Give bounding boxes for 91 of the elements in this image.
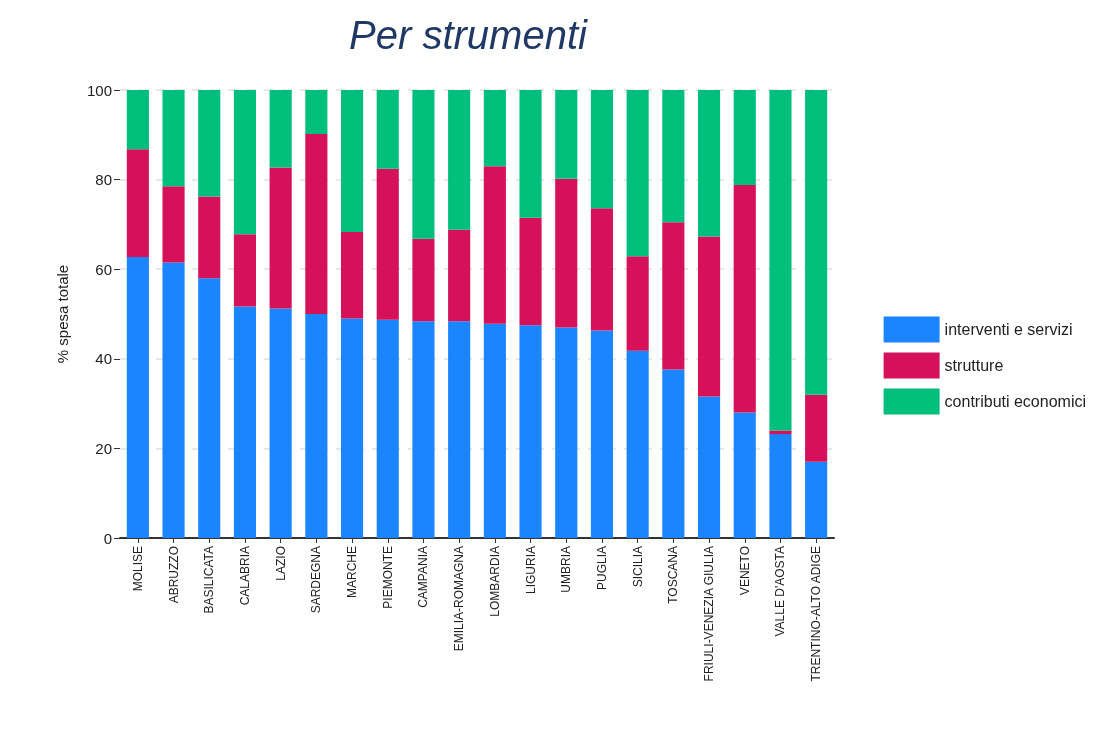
bar [769, 90, 792, 431]
bar [555, 178, 578, 328]
bar [340, 232, 364, 319]
x-tick-label: PIEMONTE [380, 546, 395, 609]
bar [233, 306, 257, 538]
x-tick-label: LOMBARDIA [487, 546, 502, 617]
bar [626, 90, 649, 257]
bar [805, 90, 828, 395]
chart-title: Per strumenti [349, 13, 589, 57]
bar [519, 90, 542, 218]
bar [198, 278, 221, 538]
bar [662, 90, 685, 223]
bar [626, 256, 649, 351]
bar [448, 321, 471, 538]
bar [269, 167, 292, 309]
bar [376, 319, 399, 538]
y-tick-label: 40 [95, 350, 112, 368]
bar [162, 262, 185, 538]
bar [697, 236, 721, 397]
legend-label: strutture [944, 357, 1004, 374]
bar [126, 257, 149, 538]
bar [126, 90, 149, 150]
x-tick-label: TRENTINO-ALTO ADIGE [809, 546, 824, 682]
bar [733, 90, 756, 185]
x-tick-label: CAMPANIA [416, 546, 431, 608]
bar [662, 222, 685, 370]
bar [448, 90, 471, 230]
x-tick-label: ABRUZZO [166, 546, 181, 604]
bar [483, 323, 506, 538]
x-tick-label: CALABRIA [237, 546, 252, 606]
bar [162, 90, 185, 187]
y-tick-label: 80 [95, 171, 112, 189]
bar [805, 394, 828, 462]
bar [269, 90, 292, 168]
x-tick-label: FRIULI-VENEZIA GIULIA [702, 546, 717, 682]
bar [198, 196, 221, 279]
x-tick-label: LIGURIA [523, 546, 538, 595]
bar [198, 90, 221, 197]
bar [448, 229, 471, 322]
bar [305, 133, 328, 314]
bar [769, 430, 792, 435]
bar [376, 90, 399, 169]
x-tick-label: MARCHE [345, 546, 360, 599]
bar [233, 90, 257, 235]
bar [412, 238, 435, 322]
x-tick-label: SARDEGNA [309, 546, 324, 614]
bar [662, 369, 685, 538]
bar [340, 90, 364, 233]
bar [555, 90, 578, 179]
bar [305, 90, 328, 134]
bar [340, 318, 364, 538]
bar [769, 434, 792, 538]
x-tick-label: TOSCANA [666, 546, 681, 604]
bar [483, 166, 506, 324]
bar [733, 412, 756, 538]
x-tick-label: VENETO [737, 546, 752, 596]
y-axis-title: % spesa totale [54, 264, 71, 364]
legend-label: contributi economici [944, 393, 1087, 410]
x-tick-label: PUGLIA [594, 546, 609, 591]
bar [233, 234, 257, 307]
bar [412, 90, 435, 239]
bar [555, 327, 578, 538]
bar [590, 208, 614, 331]
bar [697, 90, 721, 237]
bar [733, 184, 756, 413]
bar [697, 396, 721, 538]
bar [805, 461, 828, 538]
bar [519, 325, 542, 538]
bar [269, 308, 292, 538]
bar [626, 350, 649, 538]
y-tick-label: 100 [86, 81, 112, 99]
x-tick-label: UMBRIA [559, 546, 574, 593]
y-tick-label: 60 [95, 260, 112, 278]
bar [305, 314, 328, 538]
bar [126, 149, 149, 258]
legend-label: interventi e servizi [944, 321, 1073, 338]
x-tick-label: VALLE D'AOSTA [773, 546, 788, 637]
x-tick-label: MOLISE [130, 546, 145, 592]
bar [590, 330, 614, 538]
y-tick-label: 0 [103, 529, 112, 547]
y-tick-label: 20 [95, 439, 112, 457]
x-tick-label: LAZIO [273, 546, 288, 581]
bar [590, 90, 614, 209]
x-tick-label: EMILIA-ROMAGNA [452, 546, 467, 652]
bar [162, 186, 185, 263]
x-tick-label: SICILIA [630, 546, 645, 588]
bar [412, 321, 435, 538]
bar [376, 168, 399, 320]
bar [483, 90, 506, 167]
x-tick-label: BASILICATA [202, 546, 217, 614]
bar [519, 217, 542, 326]
